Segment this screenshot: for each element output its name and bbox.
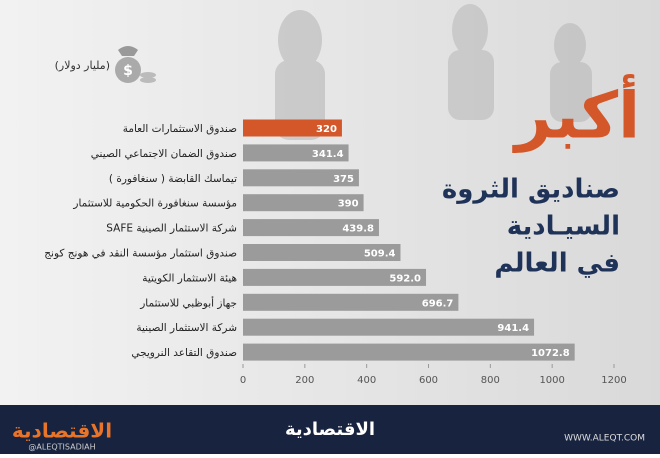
bar: [243, 318, 535, 336]
footer-left-logo: الاقتصادية: [12, 419, 112, 443]
footer-logo: الاقتصادية: [285, 419, 375, 440]
category-label: هيئة الاستثمار الكويتية: [142, 272, 237, 284]
value-label: 696.7: [422, 298, 454, 309]
bar: [243, 268, 427, 286]
bar: [243, 293, 459, 311]
category-label: صندوق الاستثمارات العامة: [123, 123, 237, 135]
x-tick-label: 1200: [601, 375, 626, 386]
footer-url: WWW.ALEQT.COM: [564, 434, 645, 444]
svg-text:$: $: [123, 63, 133, 79]
value-label: 1072.8: [531, 348, 570, 359]
category-label: جهاز أبوظبي للاستثمار: [139, 295, 237, 309]
bar: [243, 194, 364, 212]
x-tick-label: 600: [419, 375, 438, 386]
value-label: 439.8: [342, 224, 374, 235]
value-label: 320: [316, 124, 337, 135]
footer-handle: @ALEQTISADIAH: [28, 443, 95, 452]
category-label: شركة الاستثمار الصينية SAFE: [106, 223, 237, 235]
unit-label: (مليار دولار): [55, 59, 110, 72]
value-label: 941.4: [497, 323, 529, 334]
bar: [243, 343, 575, 361]
category-label: صندوق استثمار مؤسسة النقد في هونج كونج: [44, 248, 237, 260]
bar: [243, 219, 379, 237]
category-label: مؤسسة سنغافورة الحكومية للاستثمار: [72, 198, 237, 210]
value-label: 341.4: [312, 149, 344, 160]
value-label: 390: [338, 199, 359, 210]
value-label: 509.4: [364, 249, 396, 260]
bar: [243, 144, 349, 162]
category-label: شركة الاستثمار الصينية: [136, 322, 237, 334]
x-tick-label: 800: [481, 375, 500, 386]
subtitle-line: في العالم: [494, 249, 620, 279]
x-tick-label: 400: [357, 375, 376, 386]
x-tick-label: 1000: [539, 375, 564, 386]
money-icon: $: [115, 46, 156, 83]
bar: [243, 169, 359, 187]
category-label: صندوق التقاعد النرويجي: [131, 347, 237, 359]
value-label: 592.0: [389, 273, 421, 284]
bar: [243, 244, 401, 261]
chart-title: أكبر: [512, 74, 640, 154]
value-label: 375: [333, 174, 354, 185]
subtitle-line: السيـادية: [507, 212, 620, 242]
bar: [243, 119, 342, 137]
footer-band: [0, 405, 660, 454]
subtitle-line: صناديق الثروة: [442, 175, 620, 205]
category-label: تيماسك القابضة ( سنغافورة ): [109, 173, 237, 185]
category-label: صندوق الضمان الاجتماعي الصيني: [91, 148, 237, 160]
x-tick-label: 200: [295, 375, 314, 386]
x-tick-label: 0: [240, 375, 246, 386]
